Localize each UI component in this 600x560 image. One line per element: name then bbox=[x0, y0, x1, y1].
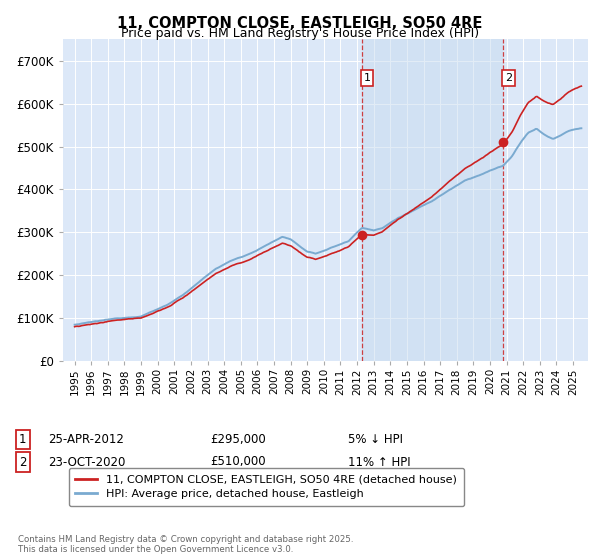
Text: 11% ↑ HPI: 11% ↑ HPI bbox=[348, 455, 410, 469]
Text: 5% ↓ HPI: 5% ↓ HPI bbox=[348, 433, 403, 446]
Text: 11, COMPTON CLOSE, EASTLEIGH, SO50 4RE: 11, COMPTON CLOSE, EASTLEIGH, SO50 4RE bbox=[118, 16, 482, 31]
Text: 1: 1 bbox=[19, 433, 26, 446]
Text: Price paid vs. HM Land Registry's House Price Index (HPI): Price paid vs. HM Land Registry's House … bbox=[121, 27, 479, 40]
Text: 1: 1 bbox=[364, 73, 371, 83]
Text: 2: 2 bbox=[505, 73, 512, 83]
Text: £295,000: £295,000 bbox=[210, 433, 266, 446]
Text: £510,000: £510,000 bbox=[210, 455, 266, 469]
Text: 23-OCT-2020: 23-OCT-2020 bbox=[48, 455, 125, 469]
Bar bbox=[362, 39, 503, 361]
Text: 2: 2 bbox=[19, 455, 26, 469]
Legend: 11, COMPTON CLOSE, EASTLEIGH, SO50 4RE (detached house), HPI: Average price, det: 11, COMPTON CLOSE, EASTLEIGH, SO50 4RE (… bbox=[68, 468, 464, 506]
Text: 25-APR-2012: 25-APR-2012 bbox=[48, 433, 124, 446]
Text: Contains HM Land Registry data © Crown copyright and database right 2025.
This d: Contains HM Land Registry data © Crown c… bbox=[18, 535, 353, 554]
